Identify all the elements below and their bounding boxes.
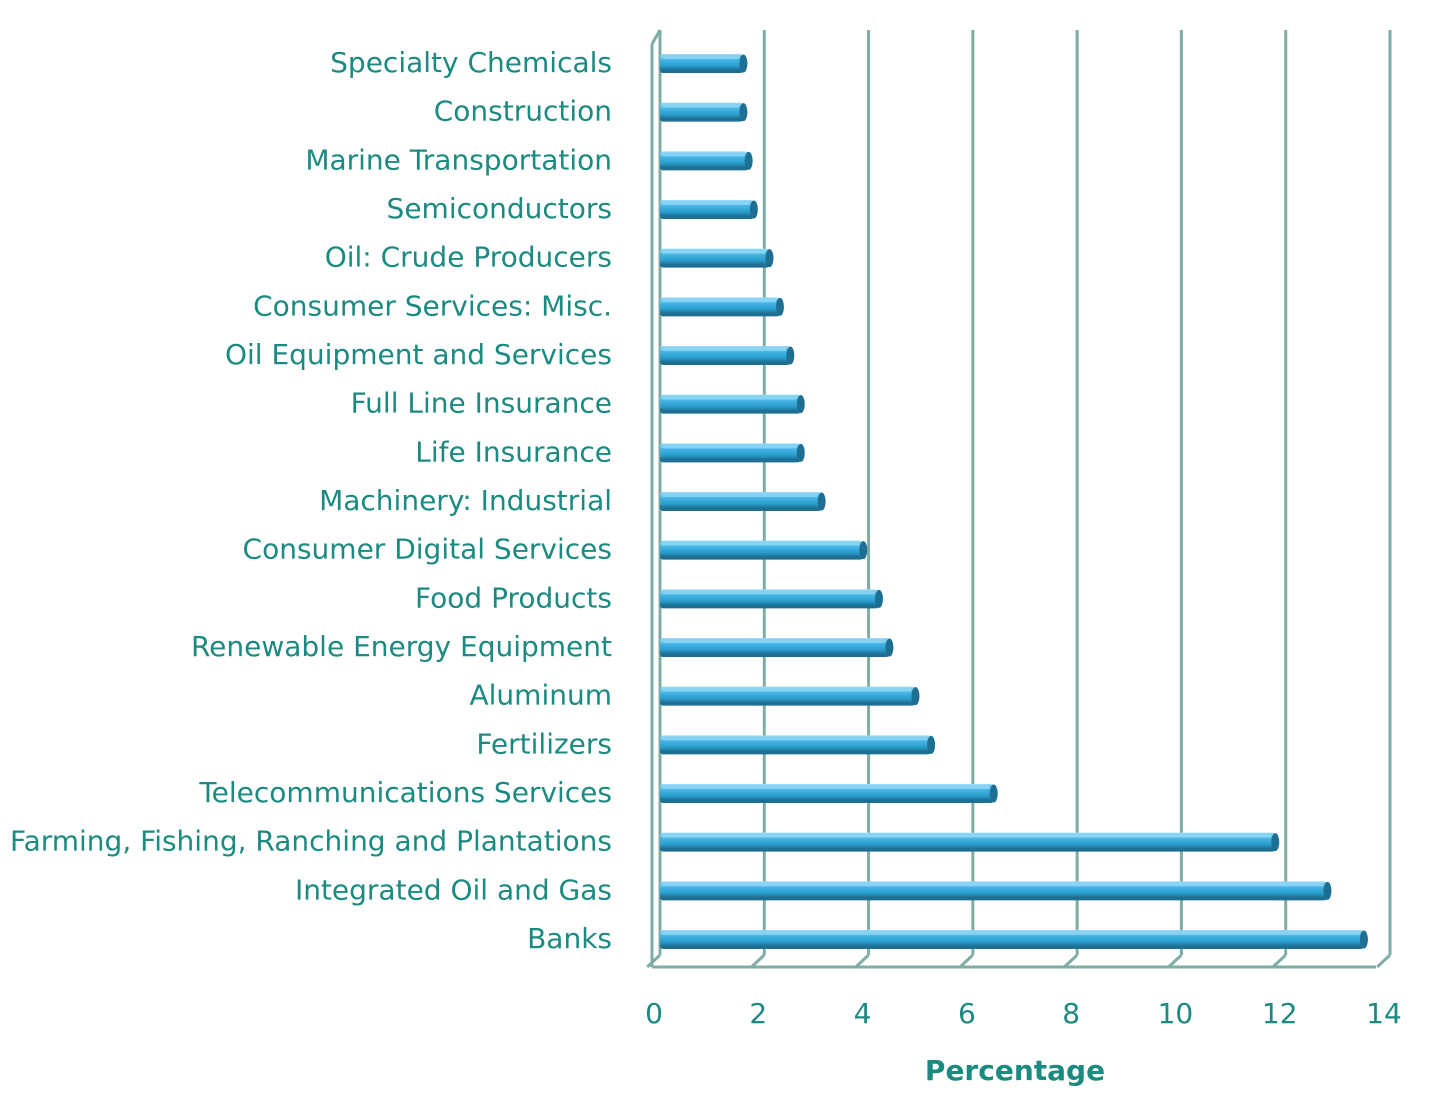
x-tick-label: 14 (1366, 997, 1402, 1030)
x-tick-label: 12 (1262, 997, 1298, 1030)
bar (660, 443, 805, 463)
grid (646, 29, 1392, 969)
floor-connector (854, 953, 870, 969)
x-tick-labels: 0 2 4 6 8 10 12 14 (645, 997, 1402, 1030)
bar-cap (817, 492, 826, 511)
floor-connector (1376, 953, 1392, 969)
bar-highlight (662, 396, 797, 400)
category-label: Aluminum (469, 679, 612, 712)
x-tick-label: 6 (958, 997, 976, 1030)
bars (660, 54, 1368, 949)
bar (660, 248, 774, 268)
x-axis-title: Percentage (925, 1054, 1105, 1087)
bar (660, 492, 826, 511)
bar-cap (1323, 881, 1332, 900)
x-tick-label: 4 (854, 997, 872, 1030)
bar-highlight (662, 542, 860, 546)
bar-cap (859, 541, 868, 560)
category-label: Specialty Chemicals (330, 46, 612, 79)
bar (660, 54, 748, 73)
bar-cap (796, 395, 805, 414)
bar-cap (875, 589, 883, 608)
bar-highlight (662, 494, 818, 497)
bar-cap (775, 297, 784, 316)
x-tick-label: 8 (1062, 997, 1080, 1030)
bar-cap (1359, 930, 1368, 949)
category-label: Banks (527, 922, 612, 955)
bar-highlight (662, 591, 875, 595)
x-tick-label: 10 (1158, 997, 1194, 1030)
bar (660, 200, 758, 219)
bar-highlight (662, 834, 1272, 838)
bar (660, 638, 894, 657)
bar-highlight (662, 202, 750, 205)
bar-cap (739, 103, 748, 122)
x-tick-label: 0 (645, 997, 663, 1030)
bar-highlight (662, 299, 776, 303)
bar-highlight (662, 883, 1324, 887)
category-label: Telecommunications Services (198, 776, 612, 809)
category-label: Life Insurance (415, 435, 612, 468)
bar (660, 881, 1332, 901)
bar (660, 784, 998, 803)
bar-highlight (662, 348, 787, 351)
floor-connector (646, 953, 662, 969)
bar-cap (744, 151, 753, 170)
bar-highlight (662, 153, 745, 157)
bar-highlight (662, 104, 740, 108)
bar-highlight (662, 737, 928, 741)
bar (660, 930, 1368, 949)
category-label: Food Products (415, 581, 612, 614)
bar-highlight (662, 250, 766, 254)
category-label: Consumer Digital Services (243, 533, 612, 566)
bar (660, 589, 883, 609)
bar (660, 346, 795, 365)
category-label: Oil Equipment and Services (225, 338, 612, 371)
floor-connector (1063, 953, 1079, 969)
bar-cap (739, 54, 748, 73)
category-label: Farming, Fishing, Ranching and Plantatio… (10, 825, 612, 858)
bar-highlight (662, 56, 740, 59)
category-label: Machinery: Industrial (319, 484, 612, 517)
bar (660, 735, 936, 755)
category-label: Fertilizers (476, 727, 612, 760)
bar-cap (885, 638, 894, 657)
bar-highlight (662, 640, 886, 643)
bar-cap (1271, 833, 1280, 852)
bar-highlight (662, 688, 912, 692)
bar (660, 832, 1280, 852)
bar (660, 102, 748, 122)
bar-cap (765, 249, 774, 268)
category-label: Consumer Services: Misc. (253, 289, 612, 322)
bar (660, 540, 868, 560)
bar-cap (989, 784, 998, 803)
bar-highlight (662, 786, 990, 789)
category-label: Marine Transportation (305, 143, 612, 176)
bar (660, 151, 753, 171)
bar-highlight (662, 932, 1360, 935)
bar-cap (927, 735, 936, 754)
category-label: Integrated Oil and Gas (295, 873, 612, 906)
bar (660, 297, 784, 317)
category-label: Semiconductors (387, 192, 612, 225)
floor-connector (1167, 953, 1183, 969)
floor-connector (1271, 953, 1287, 969)
bar (660, 686, 920, 706)
bar-highlight (662, 445, 797, 449)
bar (660, 394, 805, 414)
category-label: Renewable Energy Equipment (191, 630, 612, 663)
floor-connector (750, 953, 766, 969)
x-tick-label: 2 (749, 997, 767, 1030)
wall-top-edge (650, 29, 662, 45)
category-label: Oil: Crude Producers (325, 241, 612, 274)
bar-cap (911, 687, 920, 706)
category-labels: Specialty Chemicals Construction Marine Tr… (10, 46, 612, 955)
category-label: Full Line Insurance (351, 387, 612, 420)
bar-cap (749, 200, 758, 219)
floor-connector (959, 953, 974, 969)
category-label: Construction (434, 95, 612, 128)
bar-cap (786, 346, 795, 365)
bar-cap (796, 443, 805, 462)
